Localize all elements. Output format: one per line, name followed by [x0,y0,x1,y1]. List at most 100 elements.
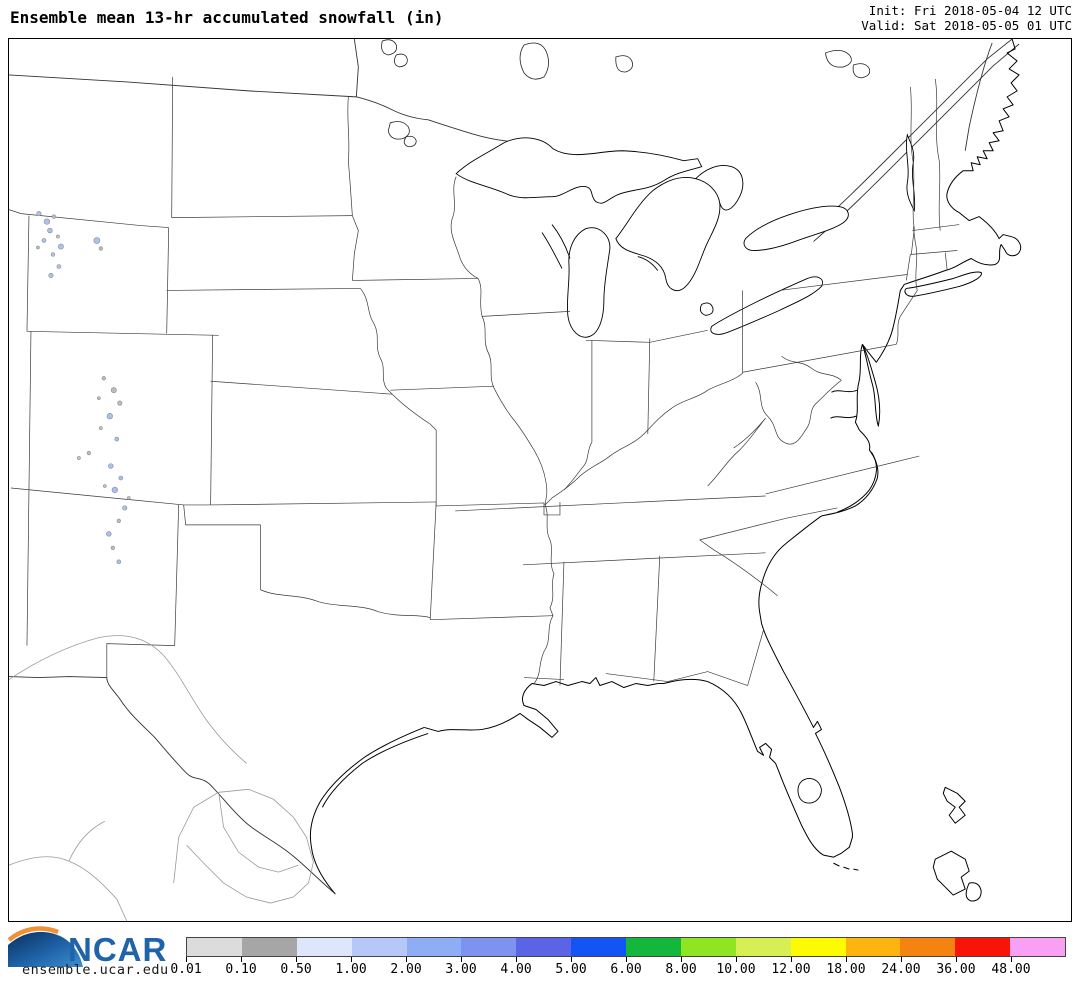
in-oh-border [647,338,651,435]
colorbar-label-8.00: 8.00 [665,962,697,977]
florida-keys [833,862,859,871]
wv-va-border [755,379,842,445]
mi-south-border [585,329,708,343]
lake-superior [455,137,703,204]
ct-ri-border [944,252,948,271]
us-map-svg [9,39,1022,921]
colorbar-segment-1.00 [351,938,407,956]
ncar-logo: NCAR [8,926,166,968]
colorbar-label-18.00: 18.00 [826,962,866,977]
cuba-island-2 [965,882,982,902]
init-time: Init: Fri 2018-05-04 12 UTC [868,3,1072,18]
ky-wv-va-appalachia [707,417,766,487]
valid-time: Valid: Sat 2018-05-05 01 UTC [861,18,1072,33]
colorbar-tick [681,957,682,962]
texas-barrier-islands [321,732,429,808]
canadian-lakes [381,39,871,148]
colorbar-segment-4.00 [516,938,572,956]
colorbar-labels: 0.01 0.10 0.50 1.00 2.00 3.00 4.00 5.00 6.00 8.00… [170,962,1080,978]
chesapeake-bay [854,344,863,431]
colorbar-label-12.00: 12.00 [771,962,811,977]
ma-south-border [910,250,958,255]
james-river [830,415,857,419]
saginaw-bay [637,256,659,271]
colorbar-tick [516,957,517,962]
colorbar-segment-8.00 [680,938,736,956]
lake-champlain [906,133,916,213]
ks-mo-border [392,393,437,506]
colorbar-tick [901,957,902,962]
wyoming-snow [36,211,103,278]
colorado-snow [76,376,131,565]
va-nc-border [765,455,920,495]
long-island [904,271,982,297]
colorbar-tick [791,957,792,962]
state-borders [9,76,960,686]
colorbar-label-0.01: 0.01 [170,962,202,977]
mn-sd-border [352,215,359,281]
colorbar-tick [461,957,462,962]
colorbar-tick [626,957,627,962]
mexico-states [9,635,314,921]
sd-ne-border [166,288,361,291]
ks-ok-border [210,501,437,506]
wy-west-border [26,215,30,332]
ny-nj-border [900,290,918,317]
ma-ny-border [910,228,915,255]
colorbar-label-2.00: 2.00 [390,962,422,977]
lake-michigan [566,227,611,338]
colorbar-tick [406,957,407,962]
ga-sc-border [699,539,778,597]
nm-tx-103w [174,504,180,646]
colorbar-segment-6.00 [626,938,681,956]
colorbar-label-24.00: 24.00 [881,962,921,977]
colorbar-label-36.00: 36.00 [936,962,976,977]
colorbar-segment-18.00 [845,938,901,956]
ga-fl-border [605,671,748,686]
midatlantic-coast [861,284,905,363]
ky-tn-border [455,495,766,512]
colorbar-tick [241,957,242,962]
gulf-coast [424,677,658,738]
colorbar-segment-36.00 [955,938,1011,956]
ut-co-border [26,331,32,646]
green-bay [551,224,571,259]
ne-ia-missouri-river [360,288,393,395]
page-title: Ensemble mean 13-hr accumulated snowfall… [10,8,444,27]
colorbar-tick [571,957,572,962]
florida-east-coast [763,629,853,858]
co-nm-border [10,487,211,506]
site-url: ensemble.ucar.edu [22,962,169,978]
lake-okeechobee [797,778,822,804]
al-ms-border [559,561,565,686]
mn-ia-border [352,278,479,281]
florida-west-coast [657,678,824,856]
nd-sd-border [171,215,353,218]
colorbar-ticks [186,957,1066,962]
ny-vt-border [909,86,915,229]
forecast-times: Init: Fri 2018-05-04 12 UTC Valid: Sat 2… [861,3,1072,33]
green-bay-west [541,232,563,269]
colorbar-label-1.00: 1.00 [335,962,367,977]
ncar-swoosh-orange [8,926,59,942]
st-croix-mn-wi [450,176,479,279]
ok-panhandle-south [183,504,261,526]
wy-co-border [26,330,219,336]
newengland-coast [904,170,1022,285]
potomac [831,389,858,393]
great-lakes [455,133,916,804]
colorbar-tick [296,957,297,962]
colorbar-label-0.10: 0.10 [225,962,257,977]
va-nc-coast [821,429,879,517]
colorbar-segment-5.00 [571,938,626,956]
ne-ks-border [210,380,393,395]
ncar-swoosh-blue [8,931,83,967]
maine-coast [963,39,1020,172]
colorbar-tick [846,957,847,962]
bahamas-island [942,786,966,824]
islands [932,786,982,902]
ny-ct-border [905,254,911,281]
ms-la-border [524,677,564,680]
mt-wy-border [9,209,169,228]
